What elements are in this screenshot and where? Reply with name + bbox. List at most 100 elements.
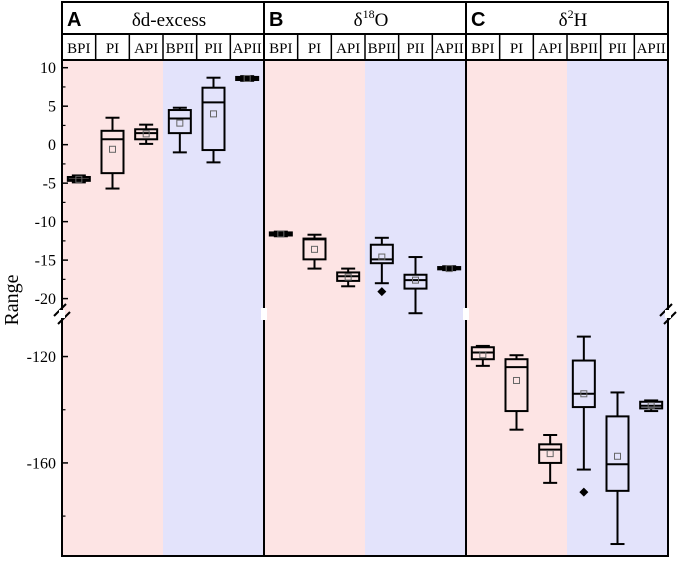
- mean-marker: [546, 450, 554, 458]
- right-axis-break-gap: [665, 310, 671, 318]
- mean-marker: [277, 230, 285, 238]
- separator-break-gap: [463, 308, 469, 320]
- panel-bg-first-half: [264, 60, 365, 556]
- panel-title: δ2H: [559, 7, 588, 31]
- mean-marker: [109, 145, 116, 153]
- box-pii: [605, 391, 630, 546]
- group-label: APII: [233, 41, 262, 57]
- separator-break-gap: [261, 308, 267, 320]
- y-tick-label: -20: [35, 291, 56, 308]
- box-body: [403, 273, 428, 290]
- panel-backgrounds: [62, 60, 668, 556]
- box-api: [538, 434, 563, 484]
- box-body: [605, 415, 630, 492]
- box-body: [134, 128, 159, 141]
- y-tick-label: 5: [48, 99, 56, 116]
- group-label: BPI: [269, 41, 292, 57]
- y-tick-label: -10: [35, 214, 56, 231]
- panel-letter: A: [67, 9, 81, 31]
- panel-letter: C: [471, 9, 485, 31]
- mean-marker: [614, 452, 621, 460]
- box-body: [100, 129, 125, 175]
- outlier-point: [579, 487, 589, 497]
- group-label: API: [336, 41, 360, 57]
- y-axis-ticks: 10 5 0 -5 -10 -15 -20 -120 -160: [27, 60, 68, 517]
- group-label: APII: [637, 41, 666, 57]
- group-label: PI: [106, 41, 119, 57]
- y-tick-label: -160: [27, 455, 56, 472]
- box-body: [538, 443, 563, 464]
- box-pii: [403, 256, 428, 315]
- group-label: BPI: [67, 41, 90, 57]
- group-label: BPI: [471, 41, 494, 57]
- group-label: BPII: [166, 41, 194, 57]
- group-label: API: [134, 41, 158, 57]
- mean-marker: [479, 351, 487, 359]
- mean-marker: [210, 110, 217, 118]
- mean-marker: [647, 402, 655, 410]
- mean-marker: [311, 245, 318, 253]
- mean-marker: [176, 119, 184, 127]
- group-header-separators: [94, 34, 636, 60]
- box-bpi: [66, 174, 91, 184]
- mean-marker: [580, 390, 588, 398]
- mean-marker: [243, 74, 251, 82]
- box-pi: [504, 354, 529, 431]
- panel-bg-first-half: [62, 60, 163, 556]
- group-label: PII: [204, 41, 222, 57]
- group-label: PII: [608, 41, 626, 57]
- box-body: [167, 109, 192, 135]
- y-tick-label: -15: [35, 253, 56, 270]
- y-tick-label: -5: [43, 176, 56, 193]
- box-bpi: [268, 230, 293, 238]
- box-apii: [437, 265, 462, 273]
- box-body: [571, 359, 596, 409]
- group-label: BPII: [570, 41, 598, 57]
- box-pi: [100, 116, 125, 190]
- group-label: PII: [406, 41, 424, 57]
- mean-marker: [142, 130, 150, 138]
- mean-marker: [513, 376, 520, 384]
- mean-marker: [378, 253, 386, 261]
- box-body: [504, 358, 529, 413]
- box-bpii: [571, 335, 596, 497]
- panel-title: δd-excess: [132, 10, 206, 31]
- group-label: BPII: [368, 41, 396, 57]
- box-bpi: [470, 344, 495, 367]
- panel-bg-first-half: [466, 60, 567, 556]
- mean-marker: [344, 273, 352, 281]
- group-label: APII: [435, 41, 464, 57]
- panel-letter: B: [269, 9, 283, 31]
- y-tick-label: 10: [40, 60, 56, 77]
- box-apii: [639, 399, 664, 413]
- y-tick-label: -120: [27, 349, 56, 366]
- axis-break-markers: [53, 303, 677, 325]
- box-bpii: [369, 236, 394, 297]
- box-body: [201, 86, 226, 152]
- panel-bg-second-half: [163, 60, 264, 556]
- group-label: PI: [510, 41, 523, 57]
- panel-title: δ18O: [354, 7, 389, 31]
- left-axis-break-gap: [59, 310, 65, 318]
- box-api: [336, 267, 361, 288]
- outlier-point: [377, 287, 387, 297]
- mean-marker: [412, 276, 419, 284]
- box-body: [369, 243, 394, 265]
- mean-marker: [75, 175, 83, 183]
- mean-marker: [445, 265, 453, 273]
- box-apii: [235, 74, 260, 82]
- box-pii: [201, 76, 226, 164]
- y-tick-label: 0: [48, 137, 56, 154]
- group-label: PI: [308, 41, 321, 57]
- box-pi: [302, 233, 327, 270]
- y-axis-label: Range: [1, 274, 23, 325]
- box-api: [134, 123, 159, 145]
- panel-bg-second-half: [567, 60, 668, 556]
- group-label: API: [538, 41, 562, 57]
- box-bpii: [167, 106, 192, 154]
